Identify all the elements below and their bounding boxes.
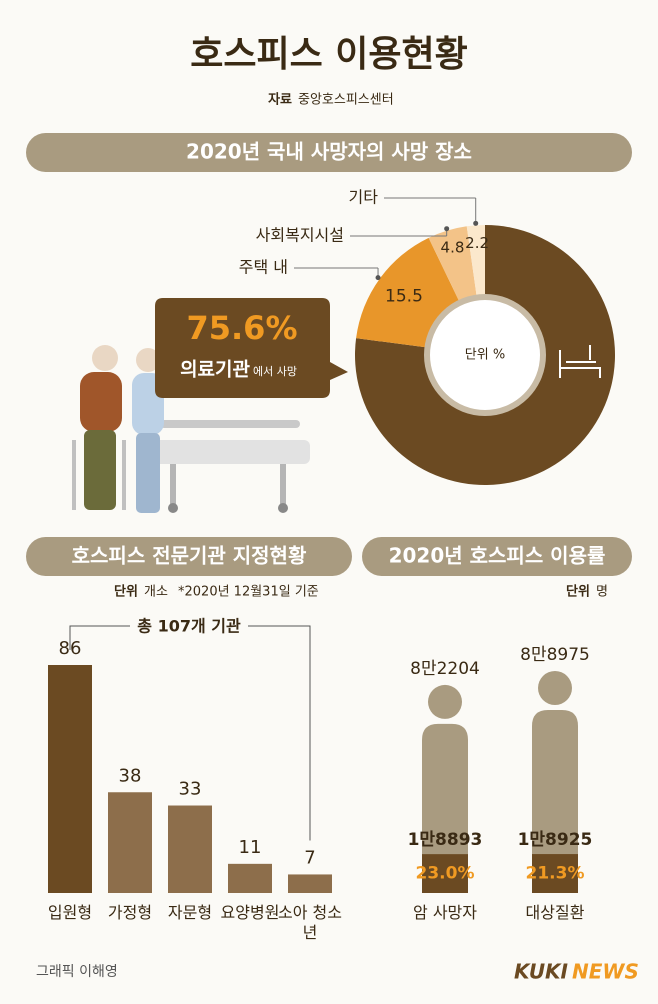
value-label: 4.8 (441, 238, 465, 256)
category-label: 사회복지시설 (256, 226, 344, 245)
rate-label: 23.0% (416, 864, 475, 884)
annotation-bg (130, 614, 248, 638)
unit-label: 단위 % (465, 348, 505, 363)
figure-filled (532, 854, 578, 893)
unit: 명 (596, 585, 608, 600)
callout-value: 75.6% (186, 309, 297, 347)
x-tick-label: 입원형 (47, 903, 93, 922)
donut-ring (424, 294, 546, 416)
value-label: 11 (239, 837, 262, 858)
leader-dot (473, 220, 479, 226)
rate-label: 21.3% (526, 864, 585, 884)
bar (288, 874, 332, 893)
bar (228, 863, 272, 893)
callout-category: 의료기관 (180, 359, 250, 381)
category-label: 기타 (349, 188, 379, 207)
section-title: 2020년 국내 사망자의 사망 장소 (186, 140, 472, 164)
x-tick-label: 가정형 (107, 903, 153, 922)
title: 호스피스 이용현황 (190, 34, 468, 75)
section-title: 호스피스 전문기관 지정현황 (72, 544, 307, 568)
donut-slice (355, 225, 615, 485)
value-label: 7 (304, 847, 315, 868)
bar (168, 805, 212, 893)
annotation: 총 107개 기관 (137, 617, 241, 636)
x-tick-label: 대상질환 (525, 903, 585, 922)
unit-label: 단위 (114, 584, 138, 600)
section-bar (26, 537, 352, 576)
illustration (72, 345, 310, 513)
source: 중앙호스피스센터 (298, 93, 394, 108)
figure-filled (422, 854, 468, 893)
value-label: 86 (59, 638, 82, 659)
total-label: 8만8975 (520, 645, 590, 665)
value-label: 2.2 (465, 234, 489, 252)
note: *2020년 12월31일 기준 (178, 585, 319, 600)
source-label: 자료 (268, 93, 292, 108)
bar (108, 792, 152, 893)
bar (48, 665, 92, 893)
section-bar (26, 133, 632, 172)
section-bar (362, 537, 632, 576)
callout-box (155, 298, 348, 398)
logo-part: KUKI (514, 960, 569, 984)
x-tick-label: 자문형 (167, 903, 213, 922)
value-label: 38 (119, 765, 142, 786)
users-label: 1만8925 (518, 830, 593, 850)
leader-dot (444, 226, 450, 232)
value-label: 15.5 (385, 286, 423, 306)
x-tick-label: 암 사망자 (413, 903, 477, 922)
figure-head (428, 684, 462, 719)
bed-icon (559, 345, 601, 378)
credit: 그래픽 이해영 (36, 964, 118, 980)
value-label: 33 (179, 779, 202, 800)
x-tick-label: 소아 청소년 (278, 903, 342, 942)
section-title: 2020년 호스피스 이용률 (389, 544, 606, 568)
figure-body (422, 723, 468, 893)
users-label: 1만8893 (408, 830, 483, 850)
category-label: 주택 내 (239, 258, 288, 277)
donut-slice (466, 225, 485, 296)
total-label: 8만2204 (410, 659, 480, 679)
x-tick-label: 요양병원 (220, 903, 280, 922)
unit: 개소 (144, 585, 168, 600)
callout-suffix: 에서 사망 (253, 365, 297, 378)
figure-head (538, 671, 572, 705)
leader-dot (375, 275, 381, 281)
figure-body (532, 710, 578, 893)
donut-slice (356, 237, 459, 348)
unit-label: 단위 (566, 584, 590, 600)
logo-part: NEWS (572, 960, 639, 984)
donut-slice (428, 226, 477, 301)
